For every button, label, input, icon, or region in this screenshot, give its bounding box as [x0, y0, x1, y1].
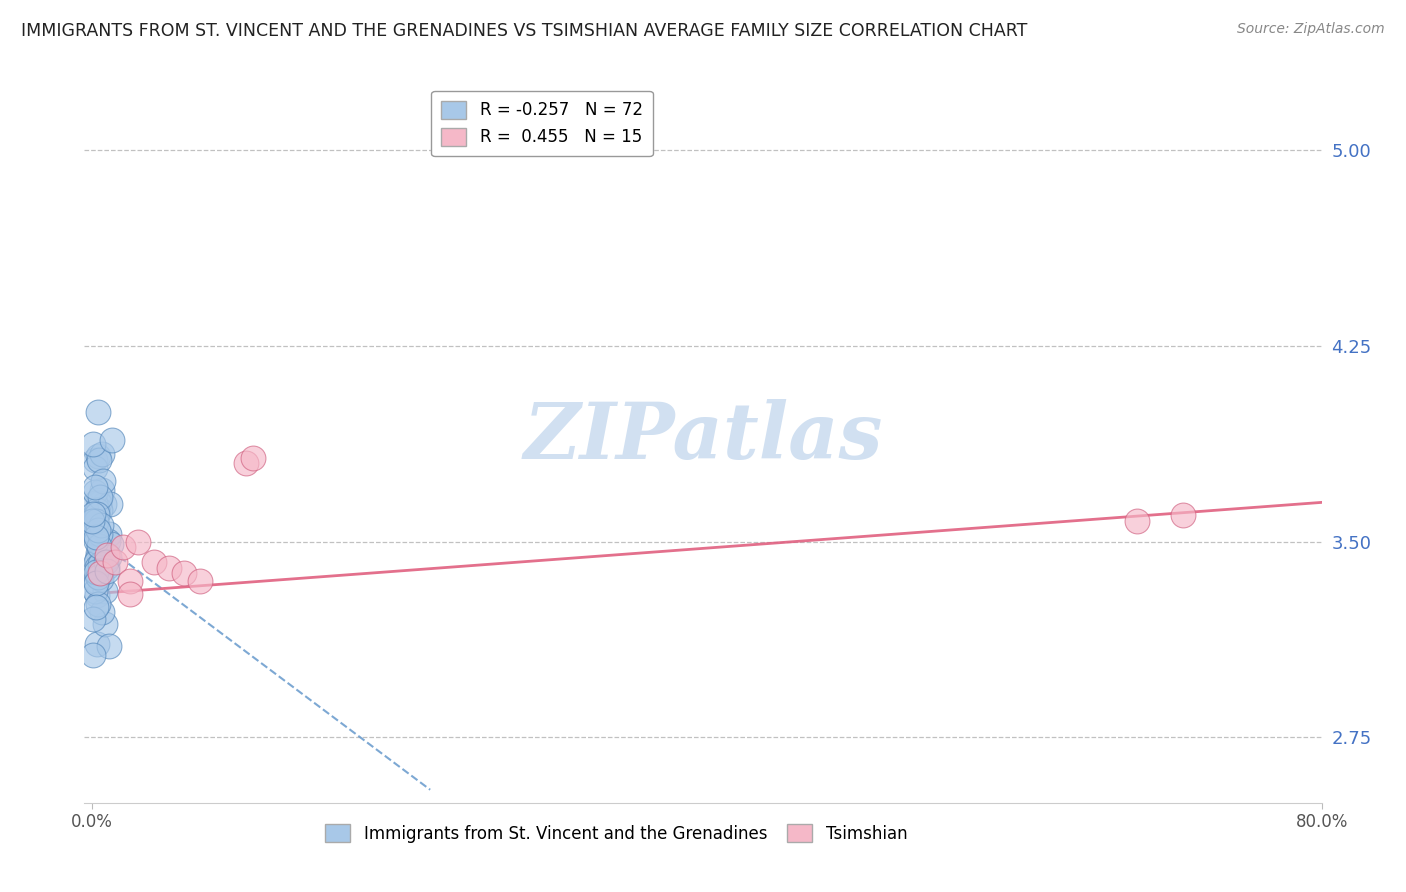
Point — [104, 556, 127, 570]
Point — [83, 461, 105, 475]
Point — [83, 524, 105, 539]
Point — [84, 452, 107, 467]
Point — [87, 453, 110, 467]
Point — [87, 496, 110, 510]
Point — [82, 507, 104, 521]
Text: ZIPatlas: ZIPatlas — [523, 399, 883, 475]
Point — [93, 583, 115, 598]
Point — [101, 433, 124, 447]
Point — [89, 490, 111, 504]
Point — [87, 449, 110, 463]
Point — [90, 567, 112, 582]
Point — [86, 569, 108, 583]
Point — [242, 450, 264, 465]
Point — [86, 637, 108, 651]
Point — [86, 597, 108, 611]
Point — [82, 514, 104, 528]
Point — [127, 534, 149, 549]
Point — [87, 546, 110, 560]
Point — [89, 539, 111, 553]
Point — [84, 508, 107, 522]
Point — [142, 556, 165, 570]
Point — [90, 447, 112, 461]
Point — [87, 405, 110, 419]
Point — [86, 588, 108, 602]
Text: IMMIGRANTS FROM ST. VINCENT AND THE GRENADINES VS TSIMSHIAN AVERAGE FAMILY SIZE : IMMIGRANTS FROM ST. VINCENT AND THE GREN… — [21, 22, 1028, 40]
Point — [188, 574, 211, 588]
Point — [90, 547, 112, 561]
Point — [94, 555, 117, 569]
Point — [89, 562, 111, 576]
Point — [86, 502, 108, 516]
Point — [84, 496, 107, 510]
Point — [120, 587, 142, 601]
Point — [86, 552, 108, 566]
Point — [86, 599, 108, 614]
Point — [97, 639, 120, 653]
Legend: Immigrants from St. Vincent and the Grenadines, Tsimshian: Immigrants from St. Vincent and the Gren… — [319, 817, 914, 849]
Point — [98, 550, 121, 565]
Point — [83, 513, 105, 527]
Point — [83, 485, 105, 500]
Point — [173, 566, 195, 580]
Point — [89, 503, 111, 517]
Point — [82, 648, 104, 662]
Point — [97, 534, 120, 549]
Point — [90, 546, 112, 560]
Text: Source: ZipAtlas.com: Source: ZipAtlas.com — [1237, 22, 1385, 37]
Point — [100, 536, 122, 550]
Point — [96, 564, 118, 578]
Point — [1173, 508, 1195, 523]
Point — [96, 548, 118, 562]
Point — [93, 497, 115, 511]
Point — [86, 559, 108, 574]
Point — [82, 612, 104, 626]
Point — [82, 437, 104, 451]
Point — [86, 533, 108, 548]
Point — [90, 606, 112, 620]
Point — [235, 456, 257, 470]
Point — [90, 572, 112, 586]
Point — [98, 497, 121, 511]
Point — [84, 565, 107, 579]
Point — [84, 555, 107, 569]
Point — [89, 527, 111, 541]
Point — [82, 516, 104, 531]
Point — [96, 560, 118, 574]
Point — [83, 511, 105, 525]
Point — [83, 526, 105, 541]
Point — [90, 518, 112, 533]
Point — [84, 518, 107, 533]
Point — [84, 530, 107, 544]
Point — [120, 574, 142, 588]
Point — [111, 540, 134, 554]
Point — [94, 617, 117, 632]
Point — [86, 576, 108, 591]
Point — [93, 474, 115, 488]
Point — [83, 480, 105, 494]
Point — [84, 584, 107, 599]
Point — [86, 570, 108, 584]
Point — [86, 523, 108, 537]
Point — [89, 566, 111, 580]
Point — [84, 515, 107, 529]
Point — [97, 527, 120, 541]
Point — [86, 507, 108, 521]
Point — [84, 514, 107, 528]
Point — [87, 492, 110, 507]
Point — [84, 574, 107, 588]
Point — [1126, 514, 1149, 528]
Point — [89, 557, 111, 571]
Point — [87, 539, 110, 553]
Point — [157, 560, 180, 574]
Point — [90, 483, 112, 497]
